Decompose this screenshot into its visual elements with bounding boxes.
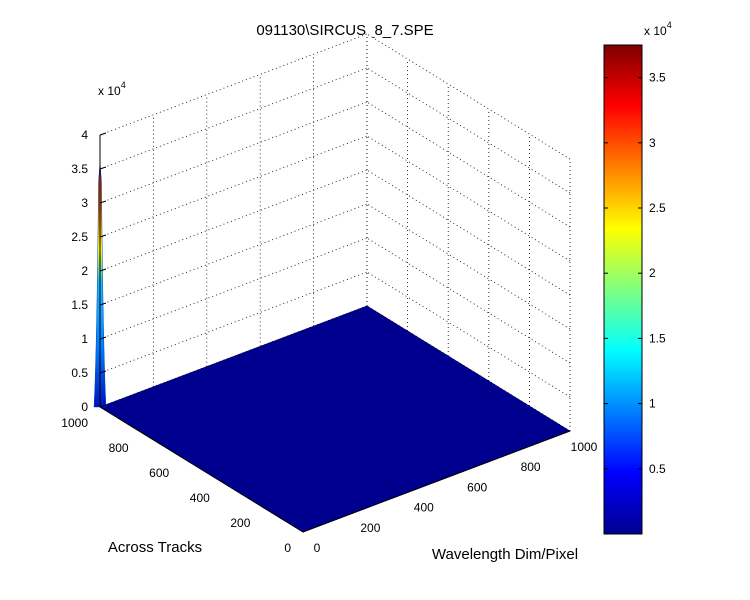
y-tick-label: 0 (284, 541, 291, 555)
z-tick-mark (99, 234, 107, 238)
y-tick-label: 400 (190, 491, 210, 505)
colorbar-tick-label: 2 (649, 266, 656, 280)
z-tick-label: 0.5 (71, 366, 88, 380)
z-tick-mark (99, 370, 107, 374)
colorbar-tick-label: 0.5 (649, 462, 666, 476)
back-panes (100, 34, 570, 431)
y-tick-label: 1000 (61, 416, 88, 430)
colorbar-tick-label: 1 (649, 397, 656, 411)
x-axis-line (302, 430, 571, 533)
z-tick-labels: 0 0.5 1 1.5 2 2.5 3 3.5 4 (71, 128, 107, 414)
x-tick-label: 1000 (571, 440, 598, 454)
colorbar-gradient (603, 44, 643, 535)
colorbar-tick-label: 3 (649, 136, 656, 150)
colorbar-tick-label: 1.5 (649, 331, 666, 345)
back-pane-left (100, 34, 367, 407)
colorbar-tick-label: 3.5 (649, 71, 666, 85)
z-tick-mark (99, 166, 107, 170)
z-tick-label: 2 (81, 264, 88, 278)
x-tick-label: 600 (467, 480, 487, 494)
z-tick-mark (99, 302, 107, 306)
colorbar-ticks: 0.5 1 1.5 2 2.5 3 3.5 (604, 71, 666, 476)
z-tick-mark (99, 132, 107, 136)
z-tick-label: 2.5 (71, 230, 88, 244)
y-tick-label: 800 (109, 441, 129, 455)
z-tick-label: 4 (81, 128, 88, 142)
z-tick-label: 0 (81, 400, 88, 414)
x-axis-label: Wavelength Dim/Pixel (432, 546, 578, 563)
z-tick-mark (99, 404, 107, 408)
z-tick-mark (99, 336, 107, 340)
x-tick-label: 200 (360, 521, 380, 535)
z-tick-mark (99, 268, 107, 272)
y-tick-label: 200 (230, 516, 250, 530)
chart-title: 091130\SIRCUS_8_7.SPE (256, 22, 433, 39)
y-axis-line (99, 406, 304, 533)
x-tick-label: 400 (414, 501, 434, 515)
y-tick-labels: 0 200 400 600 800 1000 (61, 416, 291, 555)
z-tick-label: 3.5 (71, 162, 88, 176)
z-tick-mark (99, 200, 107, 204)
x-tick-label: 800 (521, 460, 541, 474)
z-tick-label: 3 (81, 196, 88, 210)
y-tick-label: 600 (149, 466, 169, 480)
x-tick-labels: 0 200 400 600 800 1000 (314, 440, 598, 555)
z-exponent: x 104 (98, 80, 126, 98)
colorbar: 0.5 1 1.5 2 2.5 3 3.5 x 104 (603, 20, 672, 535)
colorbar-tick-label: 2.5 (649, 201, 666, 215)
back-pane-right (367, 34, 570, 431)
surface-axes: 0 0.5 1 1.5 2 2.5 3 3.5 4 0 200 400 600 800 1000 0 200… (61, 33, 598, 563)
colorbar-exponent: x 104 (644, 20, 672, 38)
z-tick-label: 1.5 (71, 298, 88, 312)
z-tick-label: 1 (81, 332, 88, 346)
y-axis-label: Across Tracks (108, 539, 202, 556)
x-tick-label: 0 (314, 541, 321, 555)
